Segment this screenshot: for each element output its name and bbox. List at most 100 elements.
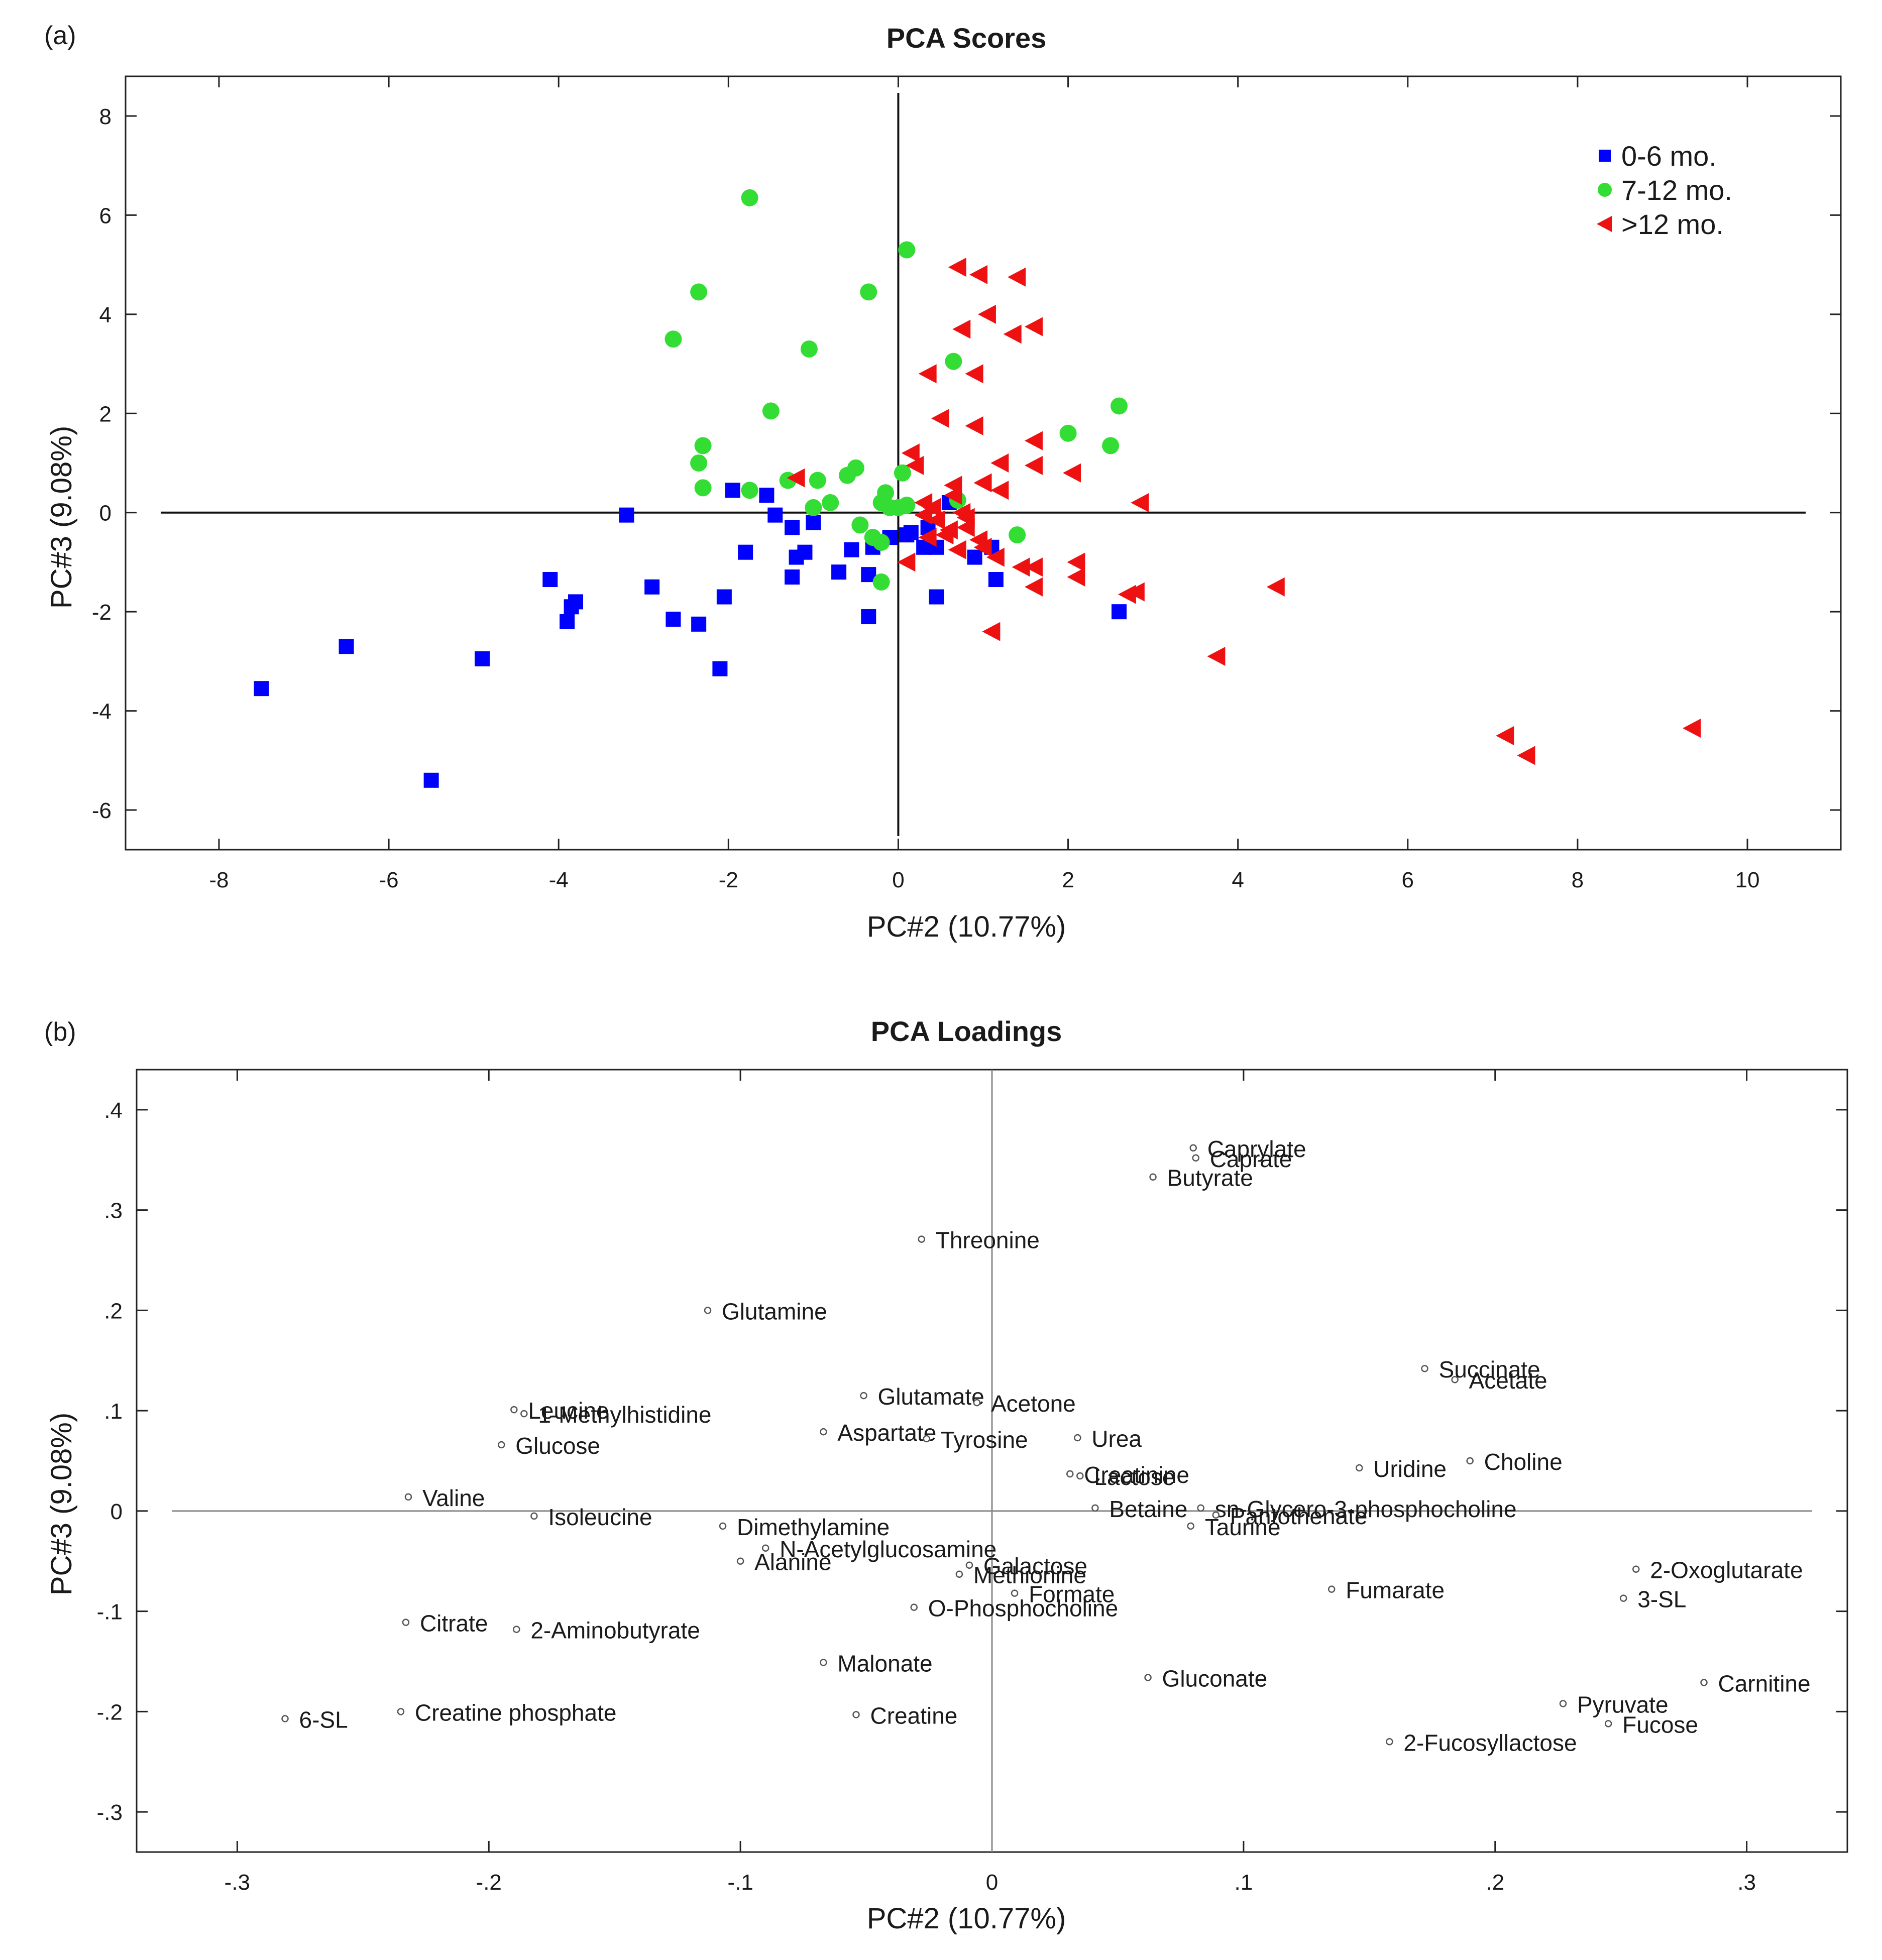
scores-point-7-12: [898, 496, 916, 514]
loading-point: [704, 1307, 712, 1314]
loading-label: O-Phosphocholine: [928, 1595, 1118, 1622]
loading-point: [1091, 1504, 1099, 1512]
scores-xtick-label: 2: [1062, 868, 1074, 892]
loading-label: Taurine: [1205, 1514, 1281, 1540]
scores-point-0-6: [423, 772, 439, 788]
loading-point: [1559, 1700, 1567, 1707]
scores-point-over-12: [1067, 567, 1085, 587]
loading-label: Creatine phosphate: [415, 1699, 617, 1725]
legend-0-6-label: 0-6 mo.: [1621, 140, 1717, 172]
scores-point-over-12: [931, 409, 949, 428]
loadings-ytick-label: -.3: [97, 1800, 123, 1825]
scores-point-0-6: [861, 609, 876, 625]
loading-label: Gluconate: [1162, 1665, 1268, 1691]
loading-point: [404, 1493, 412, 1501]
scores-ytick-label: 4: [99, 303, 112, 327]
scores-xtick-label: 10: [1735, 868, 1760, 892]
scores-point-7-12: [809, 472, 826, 489]
scores-point-over-12: [973, 473, 992, 493]
loading-label: Fumarate: [1346, 1577, 1445, 1603]
loadings-x-label: PC#2 (10.77%): [867, 1902, 1066, 1935]
scores-point-over-12: [948, 540, 966, 559]
scores-point-0-6: [767, 507, 783, 523]
loadings-ytick-label: .3: [104, 1199, 123, 1223]
loading-label: 2-Aminobutyrate: [530, 1618, 700, 1644]
legend-7-12-label: 7-12 mo.: [1621, 174, 1732, 206]
loadings-xtick-label: .3: [1737, 1870, 1756, 1895]
loadings-ytick-label: 0: [110, 1500, 123, 1524]
loading-point: [1066, 1470, 1074, 1478]
loadings-ytick-label: .4: [104, 1098, 123, 1123]
loadings-xtick-label: .2: [1486, 1870, 1504, 1895]
scores-point-7-12: [877, 484, 895, 502]
scores-y-label: PC#3 (9.08%): [45, 426, 78, 609]
scores-point-7-12: [851, 516, 869, 534]
loading-label: Urea: [1091, 1426, 1142, 1452]
scores-point-over-12: [787, 468, 805, 488]
scores-point-7-12: [1102, 437, 1120, 454]
scores-point-7-12: [741, 482, 758, 499]
loading-point: [530, 1512, 538, 1520]
loading-label: Fucose: [1622, 1711, 1698, 1738]
loading-label: Valine: [422, 1485, 485, 1511]
loading-point: [1149, 1173, 1157, 1181]
scores-point-over-12: [1266, 577, 1285, 597]
loading-label: Isoleucine: [548, 1504, 652, 1530]
scores-point-7-12: [822, 494, 839, 511]
loading-point: [1187, 1522, 1194, 1530]
loading-label: 2-Oxoglutarate: [1650, 1557, 1803, 1583]
scores-point-7-12: [762, 402, 780, 420]
panel-a-label: (a): [44, 21, 76, 50]
loading-point: [736, 1557, 744, 1565]
loadings-ytick-label: .2: [104, 1299, 123, 1323]
scores-point-over-12: [948, 258, 966, 277]
scores-point-over-12: [969, 265, 988, 284]
loading-label: Leucine: [528, 1398, 609, 1424]
scores-point-7-12: [690, 283, 708, 301]
scores-point-over-12: [918, 364, 937, 384]
loading-point: [1327, 1585, 1336, 1593]
loading-label: 1-Methylhistidine: [538, 1402, 711, 1428]
scores-point-over-12: [918, 528, 937, 547]
loading-point: [1386, 1738, 1393, 1746]
loading-label: Butyrate: [1167, 1165, 1253, 1191]
loadings-title: PCA Loadings: [871, 1015, 1062, 1047]
scores-point-7-12: [1009, 526, 1026, 544]
scores-point-0-6: [806, 515, 821, 530]
scores-point-0-6: [716, 589, 732, 605]
loading-label: Tyrosine: [941, 1427, 1028, 1453]
loading-point: [1212, 1511, 1220, 1519]
loading-point: [513, 1626, 520, 1633]
scores-point-over-12: [939, 520, 958, 540]
loading-point: [1192, 1154, 1199, 1162]
scores-point-over-12: [965, 416, 983, 435]
scores-point-7-12: [847, 459, 864, 477]
loading-label: Betaine: [1109, 1496, 1187, 1522]
scores-point-7-12: [894, 464, 911, 482]
scores-point-over-12: [1024, 557, 1043, 577]
scores-point-0-6: [339, 639, 354, 654]
scores-xtick-label: 4: [1232, 868, 1244, 892]
loadings-xtick-label: 0: [986, 1870, 998, 1895]
scores-ytick-label: 2: [99, 402, 112, 426]
scores-point-7-12: [898, 241, 916, 259]
loading-point: [918, 1235, 926, 1243]
scores-point-over-12: [906, 455, 924, 475]
loading-point: [1011, 1589, 1019, 1597]
loading-label: 3-SL: [1637, 1586, 1686, 1612]
loading-point: [719, 1522, 727, 1530]
scores-legend: 0-6 mo.7-12 mo.>12 mo.: [1597, 140, 1732, 240]
loading-point: [860, 1392, 867, 1400]
loadings-xtick-label: .1: [1235, 1870, 1253, 1895]
loading-point: [510, 1406, 518, 1414]
scores-xtick-label: 8: [1572, 868, 1584, 892]
loading-point: [498, 1441, 505, 1449]
loading-label: Carnitine: [1718, 1670, 1810, 1696]
scores-marks: [254, 189, 1701, 788]
loading-label: sn-Glycero-3-phosphocholine: [1215, 1496, 1517, 1522]
scores-point-7-12: [800, 340, 818, 358]
scores-x-label: PC#2 (10.77%): [867, 910, 1066, 943]
loading-label: Caprate: [1210, 1146, 1292, 1172]
scores-axes: -8 -6 -4 -2 0 2 4 6 8 10 -6 -4 -2 0 2 4 6 8: [92, 75, 1842, 892]
